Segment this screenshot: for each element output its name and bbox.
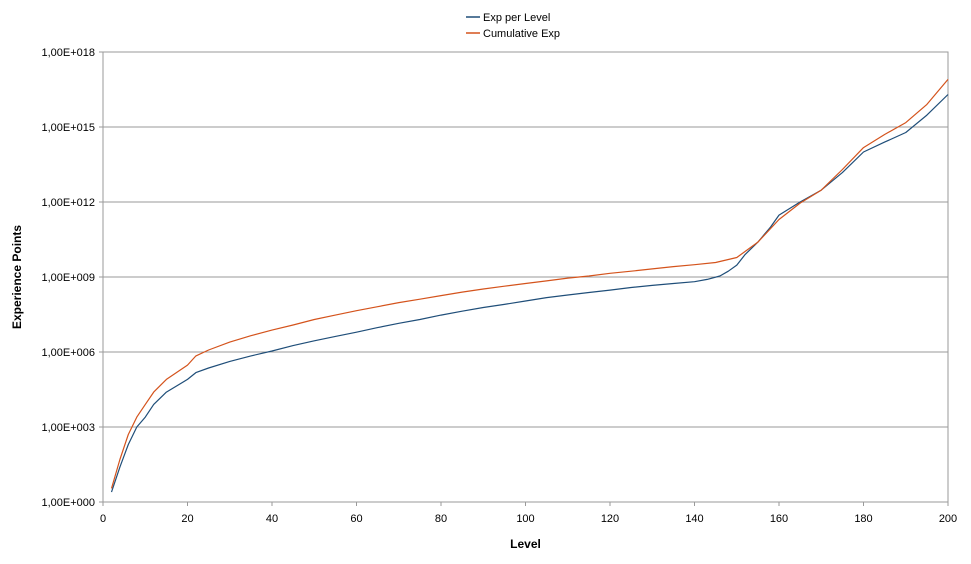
y-tick-label: 1,00E+018 xyxy=(41,47,95,59)
series-group xyxy=(110,79,949,493)
x-tick-label: 120 xyxy=(601,513,619,525)
x-tick-label: 100 xyxy=(516,513,534,525)
y-tick-label: 1,00E+015 xyxy=(41,122,95,134)
legend-label: Exp per Level xyxy=(483,12,550,24)
y-tick-label: 1,00E+012 xyxy=(41,197,95,209)
series-line-exp-per-level xyxy=(110,94,949,493)
x-tick-label: 40 xyxy=(266,513,278,525)
y-tick-label: 1,00E+009 xyxy=(41,272,95,284)
legend: Exp per Level Cumulative Exp xyxy=(466,12,560,40)
y-axis: 1,00E+000 1,00E+003 1,00E+006 1,00E+009 1,00… xyxy=(41,47,103,509)
y-tick-label: 1,00E+006 xyxy=(41,347,95,359)
x-tick-label: 140 xyxy=(685,513,703,525)
grid xyxy=(103,126,948,428)
x-tick-label: 60 xyxy=(350,513,362,525)
x-tick-label: 20 xyxy=(181,513,193,525)
series-line-cumulative-exp xyxy=(110,79,949,489)
x-tick-label: 80 xyxy=(435,513,447,525)
x-tick-label: 0 xyxy=(100,513,106,525)
y-tick-label: 1,00E+003 xyxy=(41,422,95,434)
y-tick-label: 1,00E+000 xyxy=(41,497,95,509)
x-tick-label: 160 xyxy=(770,513,788,525)
legend-label: Cumulative Exp xyxy=(483,28,560,40)
x-axis: 0 20 40 60 80 100 120 140 160 180 200 xyxy=(100,502,957,525)
x-axis-title: Level xyxy=(510,537,541,551)
x-tick-label: 200 xyxy=(939,513,957,525)
x-tick-label: 180 xyxy=(854,513,872,525)
y-axis-title: Experience Points xyxy=(10,225,24,329)
